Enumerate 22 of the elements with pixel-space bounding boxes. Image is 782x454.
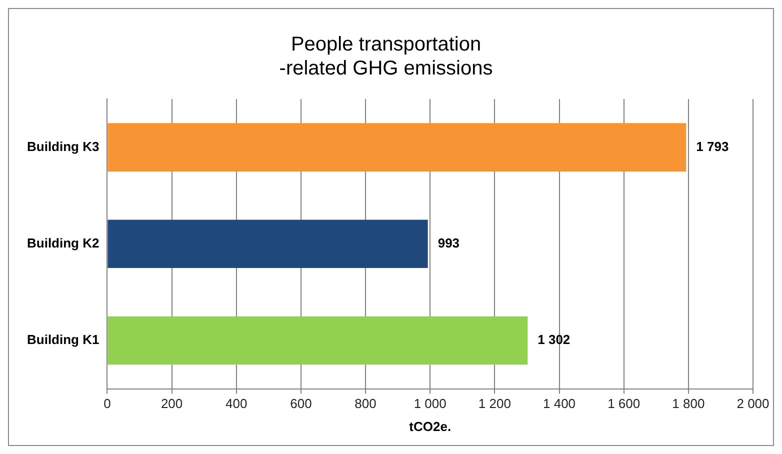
x-tick-label: 600 bbox=[290, 396, 312, 412]
bar bbox=[108, 316, 528, 365]
bar bbox=[108, 220, 428, 268]
bar bbox=[108, 123, 686, 172]
data-label: 993 bbox=[438, 235, 460, 250]
x-tick-label: 1 400 bbox=[542, 396, 576, 412]
x-tick-label: 1 200 bbox=[478, 396, 511, 412]
x-tick-label: 1 600 bbox=[608, 396, 640, 412]
data-label: 1 302 bbox=[538, 332, 570, 348]
x-tick-label: 2 000 bbox=[736, 396, 770, 412]
y-tick-label: Building K1 bbox=[27, 332, 100, 348]
chart-title: People transportation -related GHG emissions bbox=[279, 34, 493, 80]
x-tick-label: 400 bbox=[226, 396, 248, 412]
x-tick-label: 800 bbox=[354, 396, 376, 412]
x-tick-label: 200 bbox=[160, 396, 183, 412]
y-tick-label: Building K2 bbox=[27, 235, 100, 250]
x-axis-title: tCO2e. bbox=[409, 418, 452, 434]
x-tick-label: 0 bbox=[104, 396, 111, 412]
x-tick-label: 1 800 bbox=[672, 396, 705, 412]
data-label: 1 793 bbox=[696, 138, 729, 154]
x-tick-label: 1 000 bbox=[414, 396, 446, 412]
y-tick-label: Building K3 bbox=[27, 138, 100, 154]
